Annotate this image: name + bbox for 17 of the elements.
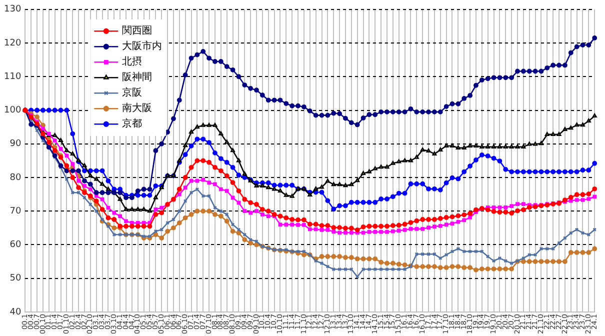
legend-label: 北摂: [122, 56, 142, 68]
y-tick-label: 120: [4, 38, 22, 48]
y-tick-label: 40: [10, 307, 22, 318]
legend-label: 阪神間: [122, 71, 152, 84]
legend-label: 大阪市内: [122, 40, 162, 52]
y-tick-label: 60: [10, 240, 22, 250]
y-tick-label: 70: [10, 206, 22, 216]
y-tick-label: 110: [4, 72, 22, 82]
y-tick-label: 130: [4, 4, 22, 15]
legend-label: 京都: [122, 118, 142, 130]
y-tick-label: 80: [10, 172, 22, 183]
legend-label: 京阪: [122, 86, 142, 99]
y-tick-label: 50: [10, 274, 22, 284]
legend-label: 関西圏: [122, 26, 152, 37]
y-tick-label: 90: [10, 139, 22, 150]
legend-label: 南大阪: [122, 102, 152, 114]
y-tick-label: 100: [4, 106, 22, 116]
